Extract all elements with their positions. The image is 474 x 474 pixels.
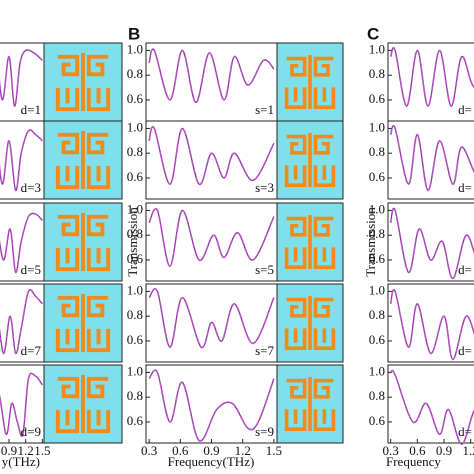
line-base (148, 126, 275, 185)
y-tick-label: 0.6 (127, 169, 144, 184)
line (148, 208, 275, 267)
row-label: d=7 (21, 343, 42, 358)
row-label: d=5 (21, 262, 41, 277)
plot-frame (0, 120, 45, 200)
row-label: d=9 (21, 424, 41, 439)
x-tick-label: 0.6 (172, 443, 189, 458)
x-tick-label: 1.2 (463, 443, 474, 458)
y-tick-label: 0.6 (369, 91, 386, 106)
line (148, 48, 275, 104)
line (0, 129, 43, 192)
x-tick-label: 0.9 (203, 443, 219, 458)
y-tick-label: 1.0 (369, 363, 385, 378)
row-label: d=3 (21, 180, 41, 195)
y-tick-label: 1.0 (369, 119, 385, 134)
row-label: d= (458, 424, 472, 439)
line-base (148, 288, 275, 348)
line (148, 126, 275, 185)
row-label: s=5 (255, 262, 274, 277)
y-tick-label: 1.0 (369, 201, 385, 216)
line (389, 46, 474, 107)
line (389, 124, 474, 192)
plot-frame (145, 283, 278, 363)
x-tick-label: 1.2 (18, 443, 34, 458)
row-label: d= (458, 343, 472, 358)
y-tick-label: 0.8 (127, 144, 143, 159)
line (0, 212, 43, 274)
y-tick-label: 0.6 (369, 332, 386, 347)
y-tick-label: 0.8 (369, 307, 385, 322)
y-tick-label: 0.8 (127, 388, 143, 403)
y-tick-label: 0.6 (369, 169, 386, 184)
y-axis-label: Transmission (363, 207, 378, 277)
row-label: s=9 (255, 424, 274, 439)
plot-frame (145, 202, 278, 282)
y-tick-label: 0.6 (127, 413, 144, 428)
line (148, 369, 275, 442)
line (389, 369, 474, 446)
x-tick-label: 1.2 (235, 443, 251, 458)
plot-frame (387, 120, 474, 200)
y-tick-label: 0.8 (369, 144, 385, 159)
line (389, 207, 474, 280)
y-tick-label: 0.6 (127, 91, 144, 106)
x-tick-label: 0.3 (141, 443, 157, 458)
row-label: d= (458, 102, 472, 117)
panel-label: B (128, 24, 140, 43)
line (389, 289, 474, 361)
y-tick-label: 0.8 (369, 66, 385, 81)
y-tick-label: 0.8 (127, 66, 143, 81)
y-tick-label: 1.0 (369, 41, 385, 56)
y-tick-label: 0.6 (127, 251, 144, 266)
x-tick-label: 0.3 (383, 443, 399, 458)
row-label: d= (458, 262, 472, 277)
row-label: s=7 (255, 343, 274, 358)
y-tick-label: 0.8 (369, 226, 385, 241)
plot-frame (145, 120, 278, 200)
row-label: d=1 (21, 102, 41, 117)
x-axis-label: Frequency(THz) (168, 454, 255, 469)
y-tick-label: 1.0 (127, 363, 143, 378)
y-tick-label: 1.0 (127, 282, 143, 297)
plot-frame (387, 283, 474, 363)
plot-frame (0, 283, 45, 363)
x-axis-label: y(THz) (2, 454, 40, 469)
row-label: s=1 (255, 102, 274, 117)
line-base (0, 49, 43, 107)
line-base (0, 288, 43, 354)
row-label: d= (458, 180, 472, 195)
y-tick-label: 1.0 (127, 119, 143, 134)
y-tick-label: 0.8 (369, 388, 385, 403)
x-tick-label: 0.6 (409, 443, 426, 458)
y-tick-label: 1.0 (127, 201, 143, 216)
x-axis-label: Frequency (386, 454, 441, 469)
panel-label: C (367, 24, 379, 43)
y-tick-label: 0.6 (369, 413, 386, 428)
x-tick-label: 0.9 (436, 443, 452, 458)
x-tick-label: 1.5 (266, 443, 282, 458)
y-tick-label: 0.6 (369, 251, 386, 266)
line (0, 372, 43, 437)
line (148, 287, 275, 349)
plot-frame (387, 202, 474, 282)
x-tick-label: 1.5 (34, 443, 50, 458)
y-tick-label: 1.0 (127, 41, 143, 56)
x-tick-label: 0.9 (1, 443, 17, 458)
y-tick-label: 0.8 (127, 307, 143, 322)
plot-frame (0, 202, 45, 282)
y-tick-label: 0.6 (127, 332, 144, 347)
y-tick-label: 0.8 (127, 226, 143, 241)
y-axis-label: Transmission (125, 207, 140, 277)
y-tick-label: 1.0 (369, 282, 385, 297)
row-label: s=3 (255, 180, 274, 195)
line (0, 49, 43, 107)
